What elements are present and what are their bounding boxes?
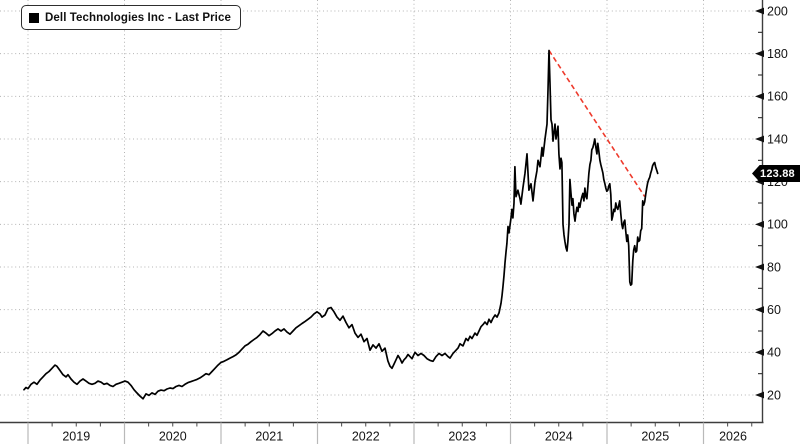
y-axis-tick-label: 100	[767, 218, 788, 232]
legend-box[interactable]: Dell Technologies Inc - Last Price	[21, 5, 241, 30]
x-axis-year-label: 2020	[159, 430, 187, 444]
grid	[0, 0, 763, 423]
y-axis-tick-label: 160	[767, 90, 788, 104]
x-axis-year-label: 2023	[448, 430, 476, 444]
x-axis: 2019 2020 2021 2022 2023 2024 2025 2026	[27, 422, 753, 444]
y-axis-arrow-tick-icon	[755, 306, 764, 314]
y-axis-arrow-tick-icon	[755, 50, 764, 58]
legend-series-marker-icon	[29, 12, 39, 23]
x-axis-year-label: 2022	[352, 430, 380, 444]
axes	[0, 0, 764, 424]
downtrend-line	[548, 50, 646, 198]
y-axis-arrow-tick-icon	[755, 348, 764, 356]
x-axis-year-label: 2021	[255, 430, 283, 444]
y-axis-tick-label: 20	[767, 388, 781, 402]
y-axis-tick-label: 200	[767, 4, 788, 18]
y-axis-arrow-tick-icon	[755, 391, 764, 399]
x-axis-year-label: 2026	[719, 430, 747, 444]
last-price-badge: 123.88	[752, 165, 800, 182]
y-axis-arrow-tick-icon	[755, 220, 764, 228]
x-axis-year-label: 2019	[62, 430, 90, 444]
x-axis-year-label: 2025	[641, 430, 669, 444]
y-axis-tick-label: 180	[767, 47, 788, 61]
price-series-line	[23, 49, 659, 400]
y-axis-arrow-tick-icon	[755, 135, 764, 143]
x-axis-year-label: 2024	[545, 430, 573, 444]
y-axis-arrow-tick-icon	[755, 92, 764, 100]
y-axis-arrow-tick-icon	[755, 7, 764, 15]
y-axis-tick-label: 80	[767, 260, 781, 274]
last-price-value: 123.88	[760, 167, 795, 180]
y-axis-tick-label: 60	[767, 303, 781, 317]
y-axis: 20406080100120140160180200	[755, 4, 788, 402]
y-axis-tick-label: 40	[767, 346, 781, 360]
legend-series-label: Dell Technologies Inc - Last Price	[45, 11, 231, 24]
y-axis-arrow-tick-icon	[755, 263, 764, 271]
y-axis-tick-label: 140	[767, 132, 788, 146]
